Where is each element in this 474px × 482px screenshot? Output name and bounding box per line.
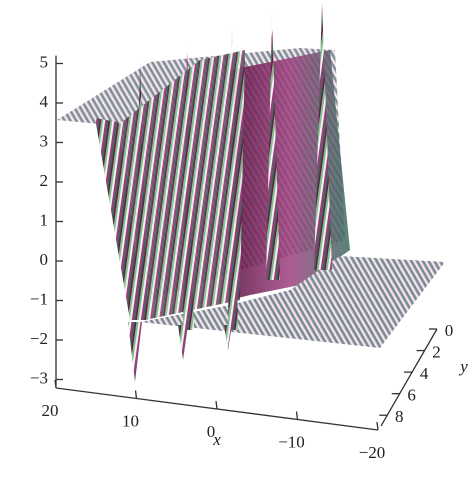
x-tick bbox=[376, 421, 379, 431]
y-axis bbox=[380, 328, 438, 427]
x-tick-label: 20 bbox=[42, 401, 59, 420]
x-tick-label: 0 bbox=[207, 422, 216, 441]
z-tick-label: 5 bbox=[40, 52, 49, 71]
x-tick bbox=[54, 379, 57, 389]
x-tick bbox=[134, 390, 138, 399]
x-tick bbox=[215, 400, 218, 410]
y-tick-label: 8 bbox=[395, 407, 404, 426]
z-tick-label: −2 bbox=[30, 329, 48, 348]
y-tick-label: 4 bbox=[420, 364, 429, 383]
z-tick-label: 4 bbox=[40, 92, 49, 111]
x-axis-label: x bbox=[212, 430, 221, 449]
z-tick-label: 3 bbox=[40, 131, 49, 150]
z-tick-label: 2 bbox=[40, 171, 49, 190]
surface bbox=[57, 3, 445, 382]
y-tick-label: 6 bbox=[407, 386, 416, 405]
z-tick-label: 0 bbox=[40, 250, 49, 269]
y-tick-label: 2 bbox=[432, 342, 441, 361]
z-tick-label: 1 bbox=[40, 210, 49, 229]
z-tick-label: −3 bbox=[30, 368, 48, 387]
x-tick-label: −10 bbox=[278, 432, 305, 451]
z-tick-label: −1 bbox=[30, 289, 48, 308]
x-tick-label: −20 bbox=[359, 443, 386, 462]
y-axis-label: y bbox=[458, 357, 468, 376]
x-tick-label: 10 bbox=[122, 411, 139, 430]
y-tick-label: 0 bbox=[445, 321, 454, 340]
x-tick bbox=[295, 411, 299, 420]
